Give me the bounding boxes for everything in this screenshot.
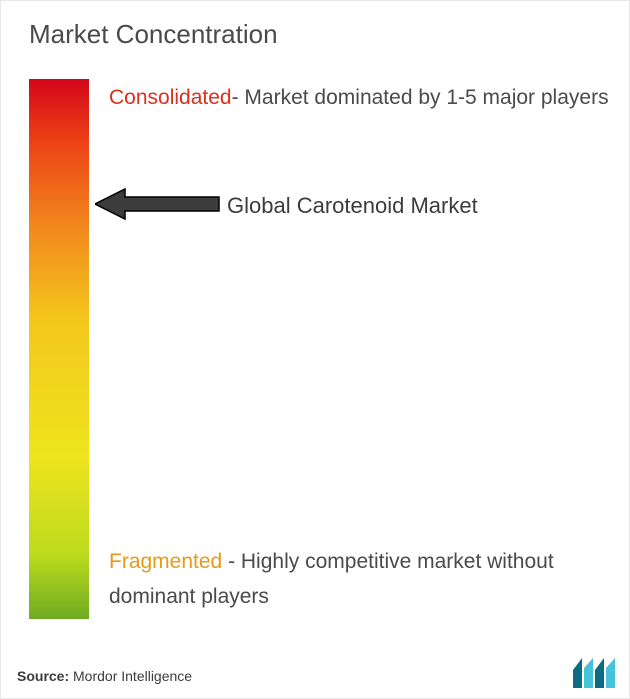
arrow-left-icon: [95, 187, 221, 221]
chart-title: Market Concentration: [29, 19, 278, 50]
fragmented-label: Fragmented - Highly competitive market w…: [109, 545, 609, 614]
marker-label: Global Carotenoid Market: [227, 193, 478, 219]
marker-arrow: [95, 187, 221, 221]
consolidated-label: Consolidated- Market dominated by 1-5 ma…: [109, 81, 609, 116]
source-label: Source:: [17, 668, 69, 684]
fragmented-lead: Fragmented: [109, 550, 222, 573]
source-value: Mordor Intelligence: [73, 668, 192, 684]
concentration-gradient-bar: [29, 79, 89, 619]
consolidated-body: - Market dominated by 1-5 major players: [232, 86, 609, 109]
consolidated-lead: Consolidated: [109, 86, 232, 109]
gradient-svg: [29, 79, 89, 619]
source-line: Source: Mordor Intelligence: [17, 668, 192, 684]
mordor-logo-icon: [573, 658, 615, 688]
chart-canvas: Market Concentration Consolidated- Marke…: [0, 0, 630, 699]
